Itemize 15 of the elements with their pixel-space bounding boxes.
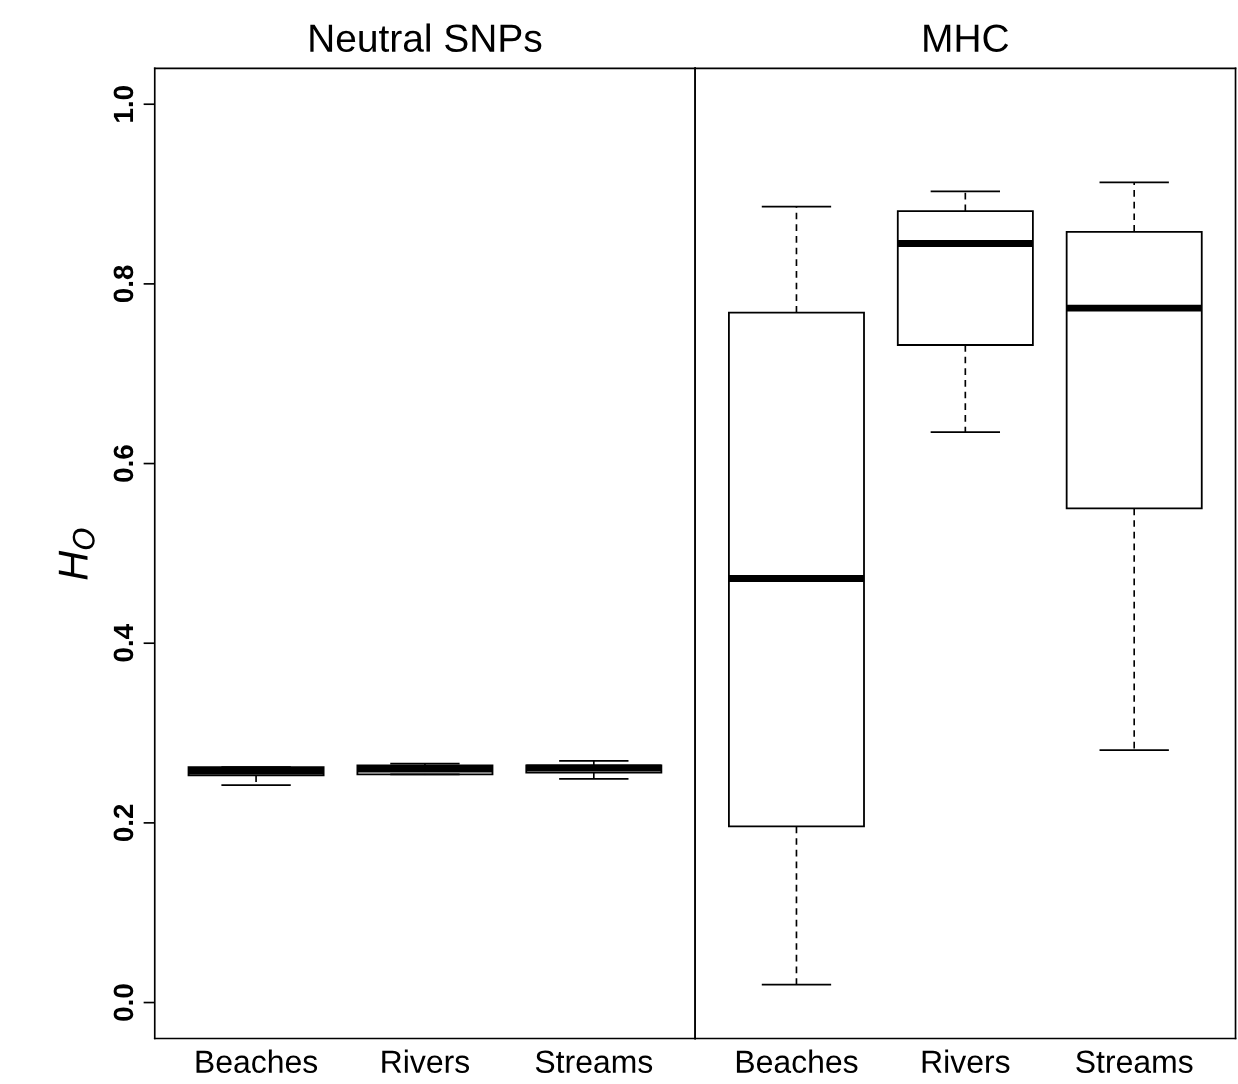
x-tick-label: Streams: [1076, 1050, 1193, 1074]
y-tick-label: 0.0: [113, 984, 134, 1021]
y-tick-label: 1.0: [113, 86, 134, 122]
chart-title: Neutral SNPs: [310, 23, 542, 53]
x-tick-label: Rivers: [922, 1049, 1010, 1074]
x-tick-label: Rivers: [382, 1049, 470, 1074]
x-tick-label: Beaches: [736, 1049, 858, 1074]
y-tick-label: 0.4: [113, 624, 134, 662]
chart-title: MHC: [924, 24, 1009, 53]
y-tick-label: 0.6: [113, 445, 134, 482]
y-tick-label: 0.8: [113, 265, 134, 303]
x-tick-label: Beaches: [196, 1049, 318, 1074]
y-axis-title: H$_{O}$: [58, 528, 95, 580]
y-tick-label: 0.2: [113, 804, 134, 842]
x-tick-label: Streams: [535, 1050, 653, 1074]
